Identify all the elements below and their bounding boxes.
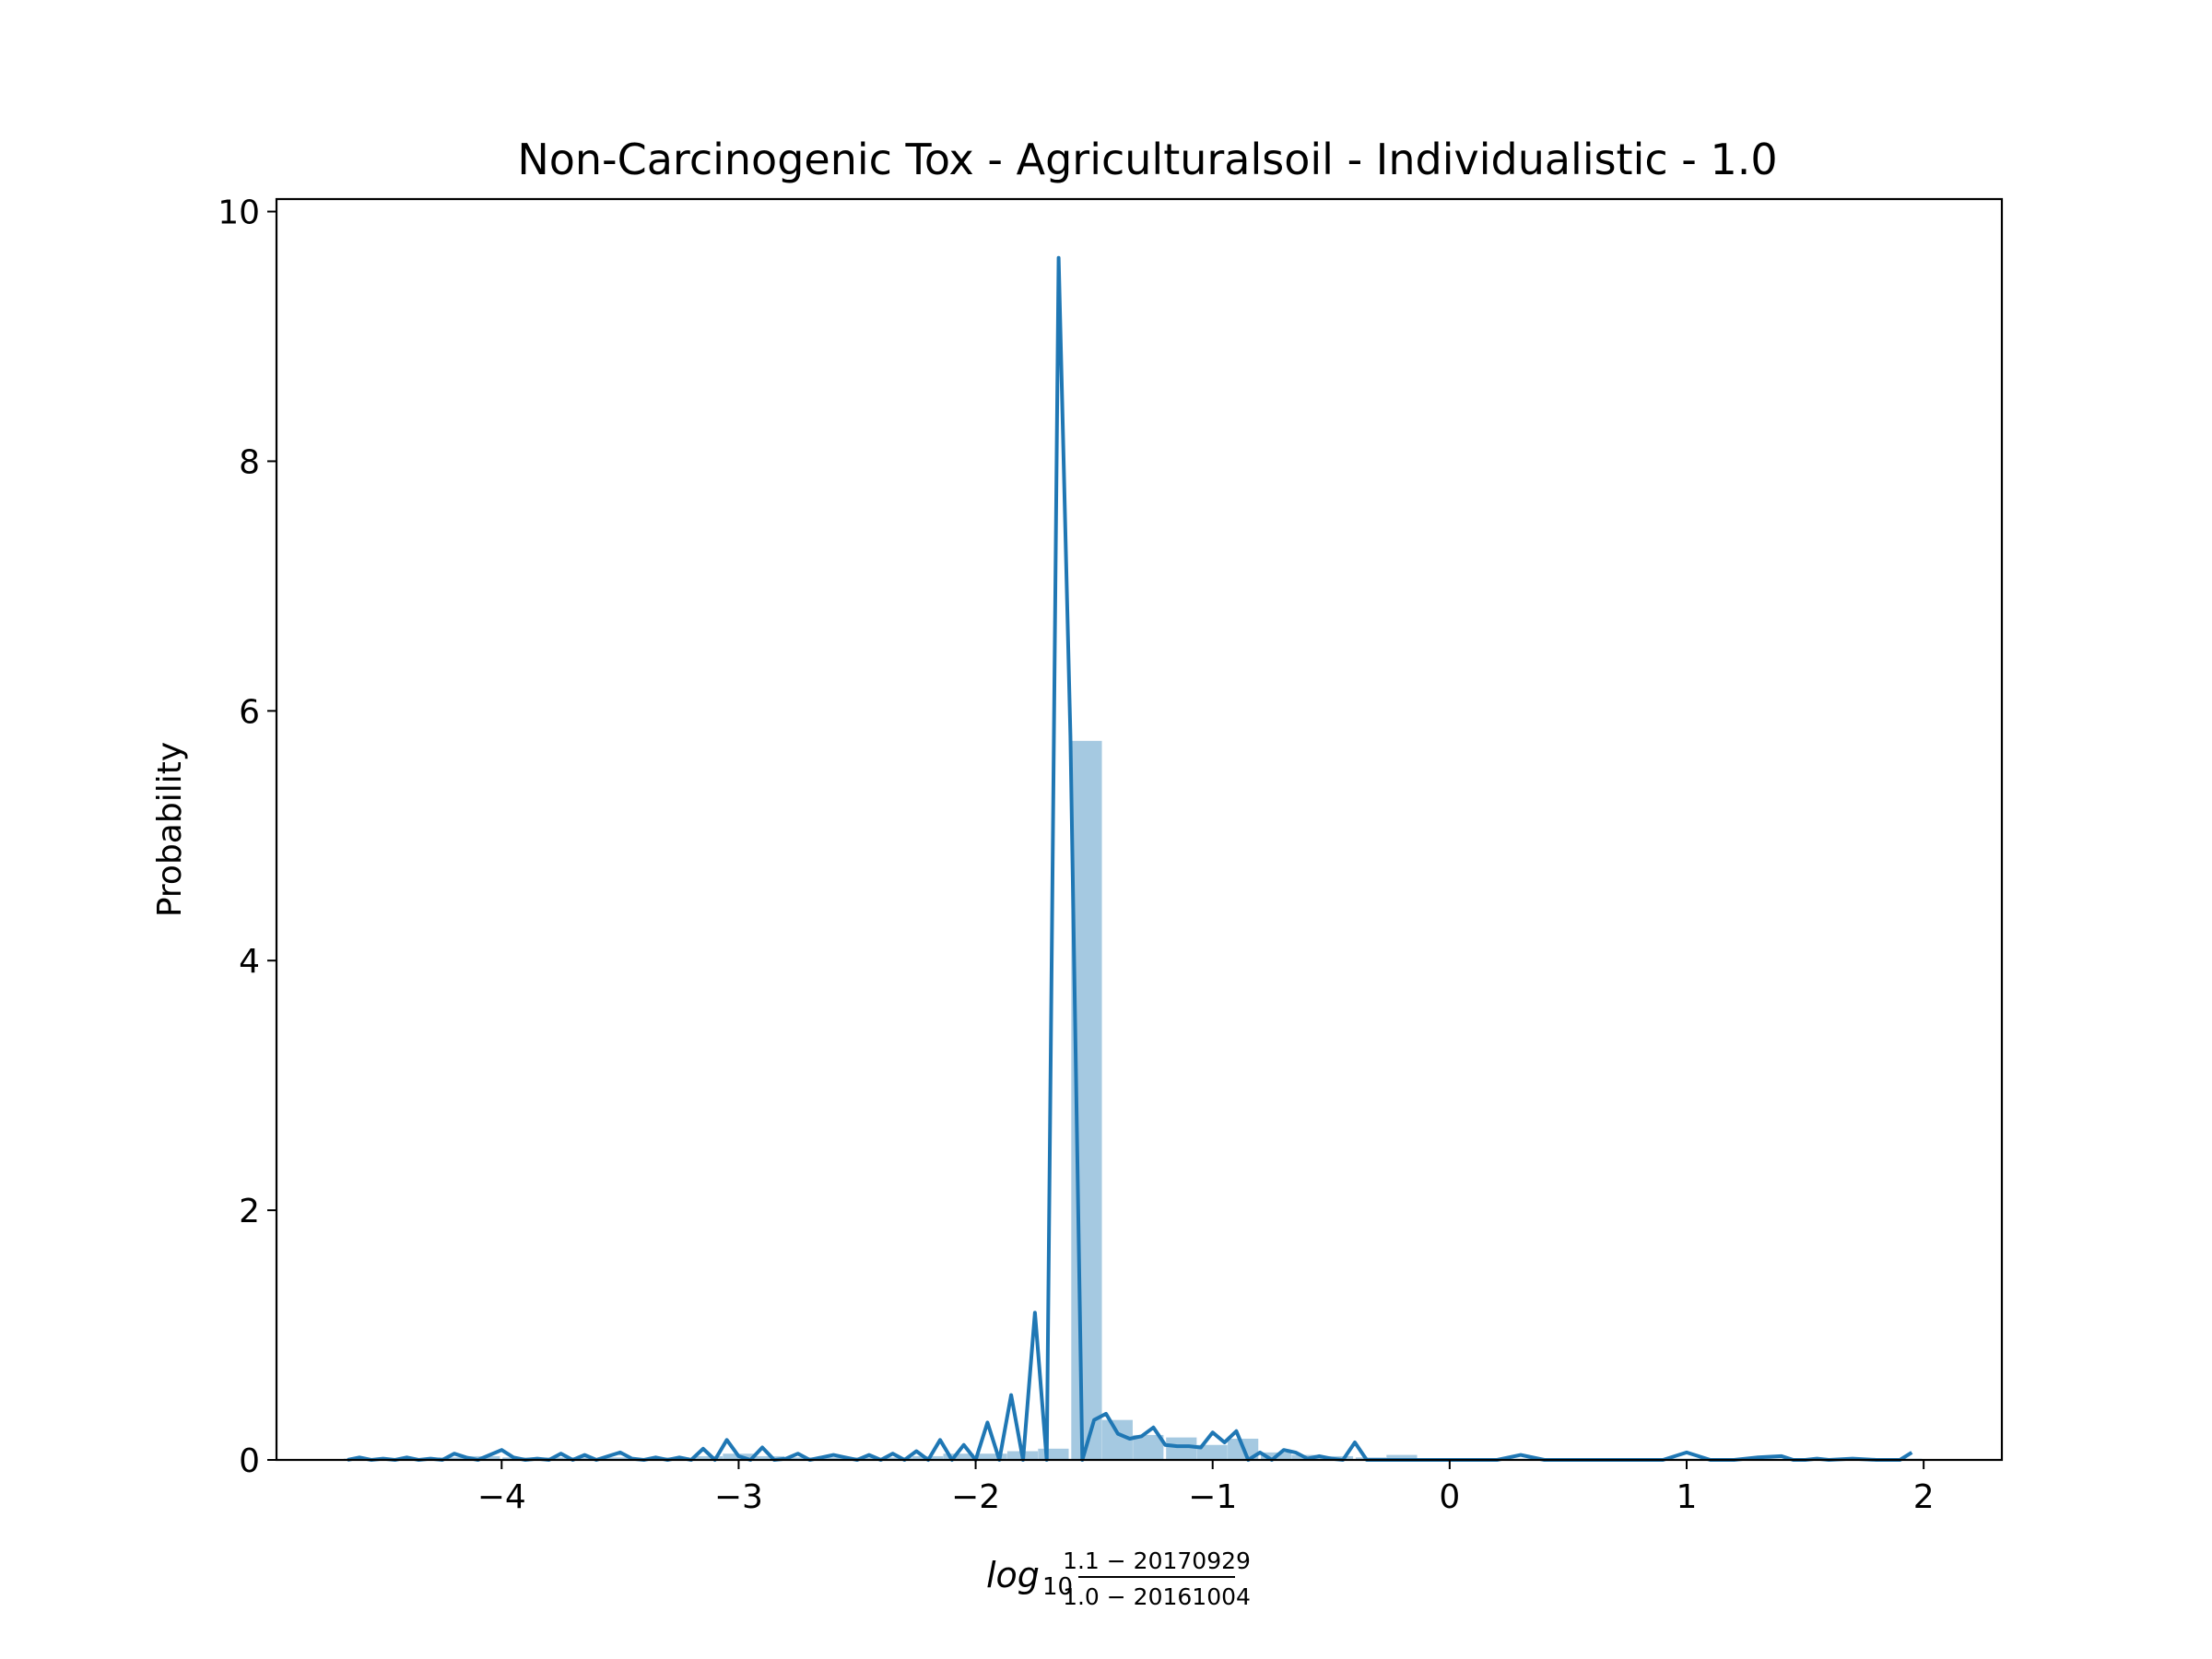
histogram-bar bbox=[976, 1453, 1007, 1460]
y-tick-label: 6 bbox=[239, 693, 260, 731]
histogram-bar bbox=[1386, 1454, 1418, 1460]
x-label-numerator: 1.1 − 20170929 bbox=[1063, 1547, 1251, 1574]
histogram-bar bbox=[1196, 1444, 1228, 1460]
plot-area bbox=[275, 197, 2004, 1462]
histogram-bar bbox=[691, 1455, 724, 1460]
x-axis-label: log 10 1.1 − 20170929 1.0 − 20161004 bbox=[986, 1547, 1251, 1610]
histogram-bar bbox=[438, 1457, 469, 1460]
x-axis: −4 −3 −2 −1 0 1 2 bbox=[477, 1460, 1935, 1516]
x-tick-label: −3 bbox=[714, 1478, 763, 1516]
x-tick-label: −1 bbox=[1188, 1478, 1237, 1516]
x-label-base: log bbox=[986, 1555, 1040, 1595]
y-tick-label: 8 bbox=[239, 443, 260, 481]
histogram-bar bbox=[753, 1455, 784, 1460]
chart-title: Non-Carcinogenic Tox - Agriculturalsoil … bbox=[517, 135, 1777, 184]
histogram-bar bbox=[786, 1457, 818, 1460]
y-axis: 0 2 4 6 8 10 bbox=[218, 194, 276, 1480]
y-tick-label: 0 bbox=[239, 1442, 260, 1480]
histogram-bar bbox=[943, 1453, 974, 1460]
x-tick-label: 1 bbox=[1677, 1478, 1698, 1516]
x-label-subscript: 10 bbox=[1042, 1573, 1073, 1601]
density-line bbox=[347, 255, 1913, 1462]
histogram-bar bbox=[818, 1457, 849, 1460]
y-tick-label: 10 bbox=[218, 194, 260, 232]
histogram-bar bbox=[881, 1457, 912, 1460]
histogram-bar bbox=[1133, 1434, 1164, 1460]
y-tick-label: 4 bbox=[239, 943, 260, 981]
histogram-bar bbox=[1101, 1419, 1133, 1460]
y-tick-label: 2 bbox=[239, 1193, 260, 1230]
x-label-denominator: 1.0 − 20161004 bbox=[1063, 1583, 1251, 1610]
plot-frame bbox=[275, 197, 2004, 1462]
y-axis-label: Probability bbox=[151, 742, 189, 917]
x-tick-label: −4 bbox=[477, 1478, 526, 1516]
plot-background bbox=[276, 199, 2002, 1460]
histogram-bar bbox=[597, 1457, 629, 1460]
x-tick-label: −2 bbox=[951, 1478, 1000, 1516]
x-tick-label: 2 bbox=[1913, 1478, 1935, 1516]
histogram-bar bbox=[1166, 1437, 1197, 1460]
histogram-bar bbox=[1038, 1448, 1069, 1460]
x-tick-label: 0 bbox=[1439, 1478, 1460, 1516]
